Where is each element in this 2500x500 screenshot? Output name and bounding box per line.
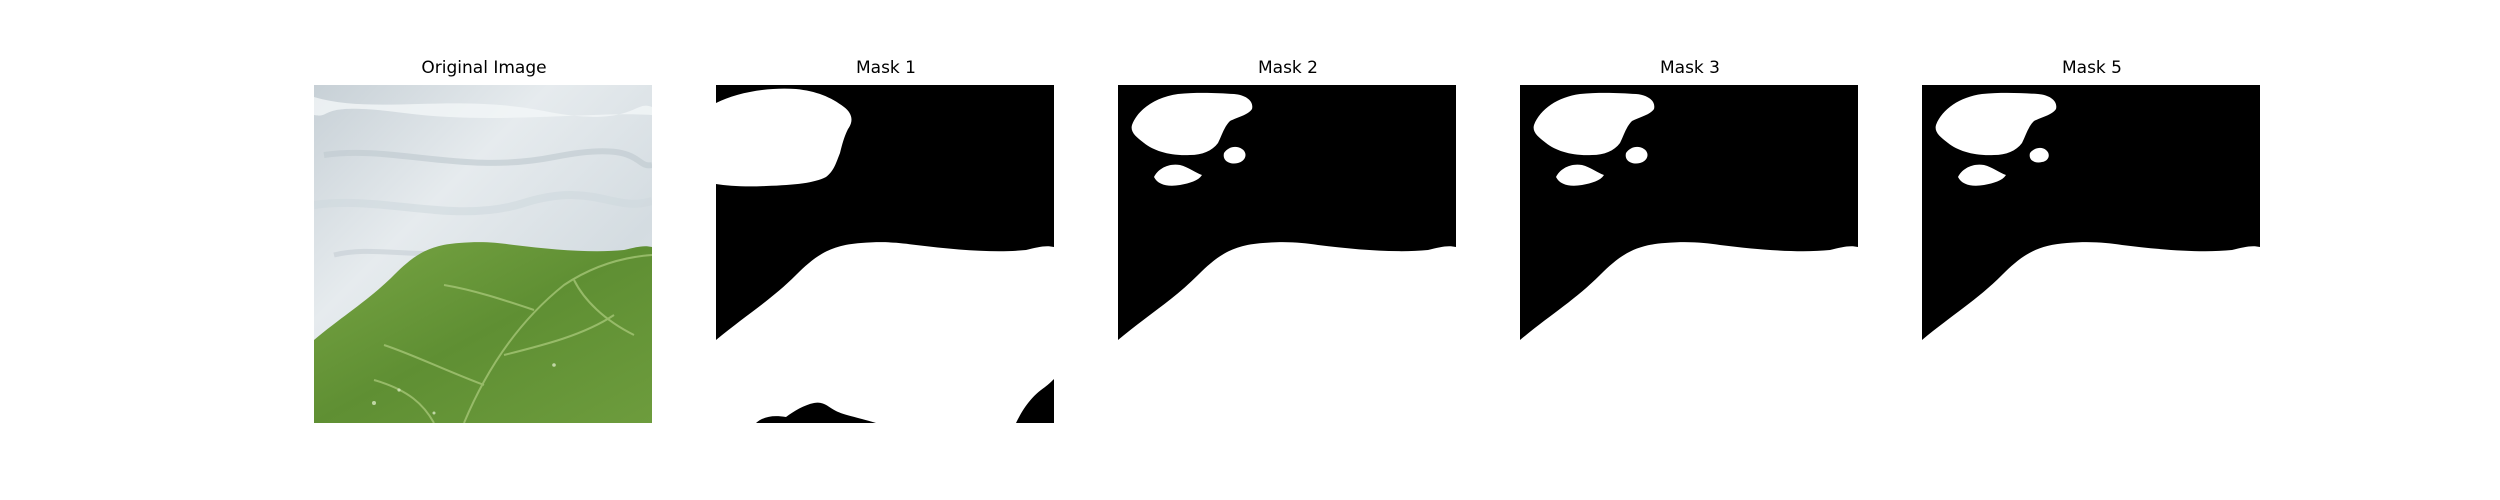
- mask-region-leaf: [1922, 242, 2260, 423]
- mask-5-image: [1922, 85, 2260, 423]
- mask-2-image: [1118, 85, 1456, 423]
- panel-title: Mask 5: [2061, 58, 2122, 78]
- leaf-shape: [314, 242, 652, 423]
- mask-region-leaf: [716, 242, 1054, 423]
- mask-region-top: [716, 88, 852, 187]
- mask-region-top: [1131, 92, 1253, 156]
- mask-region-blob-lower: [1958, 164, 2006, 186]
- mask-region-blob-lower: [1556, 164, 1604, 186]
- original-photo: [314, 85, 652, 423]
- panel-title: Original Image: [421, 58, 547, 78]
- panel-title: Mask 3: [1659, 58, 1720, 78]
- mask-region-blob-small: [1625, 146, 1648, 164]
- mask-3-image: [1520, 85, 1858, 423]
- mask-1-image: [716, 85, 1054, 423]
- panel-title: Mask 2: [1257, 58, 1318, 78]
- mask-hole-bottom-right: [1016, 379, 1054, 423]
- mask-region-blob-small: [2029, 147, 2049, 163]
- mask-region-leaf: [1118, 242, 1456, 423]
- mask-region-leaf: [1520, 242, 1858, 423]
- mask-region-blob-small: [1223, 146, 1246, 164]
- mask-region-top: [1935, 92, 2057, 156]
- panel-title: Mask 1: [855, 58, 916, 78]
- mask-region-blob-lower: [1154, 164, 1202, 186]
- mask-hole-bottom: [756, 402, 876, 423]
- mask-region-top: [1533, 92, 1655, 156]
